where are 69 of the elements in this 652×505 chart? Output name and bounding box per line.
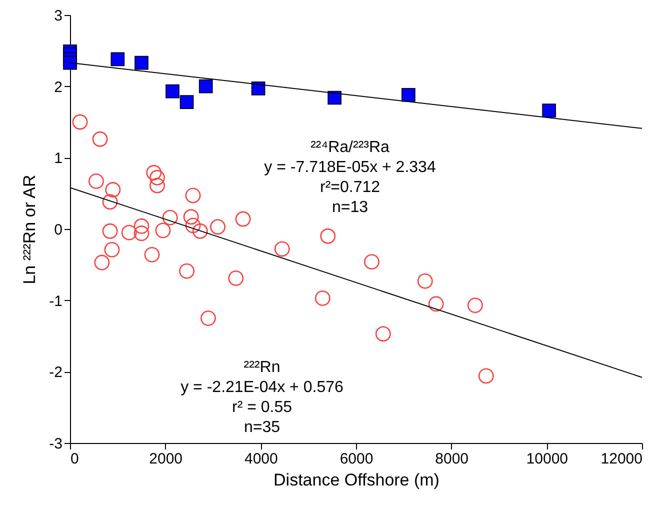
annotation: r²=0.712 (320, 179, 380, 196)
annotation: n=35 (244, 419, 280, 436)
annotation: n=13 (332, 199, 368, 216)
point (134, 226, 150, 241)
point (102, 194, 118, 210)
point (179, 263, 195, 279)
point (134, 218, 150, 234)
point (144, 246, 160, 262)
point (102, 223, 118, 239)
point (185, 188, 201, 204)
point (146, 164, 162, 180)
point (228, 270, 244, 286)
point (320, 228, 336, 244)
point (274, 241, 290, 257)
point (72, 114, 88, 130)
point (180, 95, 194, 109)
y-tick-label: 1 (54, 150, 62, 168)
annotation: ²²⁴Ra/²²³Ra (310, 139, 390, 156)
point (162, 210, 178, 226)
point (104, 242, 120, 258)
point (192, 223, 208, 239)
point (417, 273, 433, 289)
point (185, 218, 201, 234)
annotation: r² = 0.55 (232, 399, 292, 416)
annotation: ²²²Rn (244, 359, 280, 376)
point (542, 104, 556, 118)
point (94, 254, 110, 270)
point (134, 56, 148, 70)
point (210, 219, 226, 235)
point (251, 82, 266, 96)
point (375, 326, 391, 342)
point (183, 209, 199, 225)
y-tick-label: 3 (54, 8, 62, 24)
point (155, 222, 171, 238)
point (478, 368, 494, 384)
y-tick-label: 0 (54, 222, 62, 238)
point (88, 174, 104, 189)
x-tick-label: 8000 (435, 450, 469, 468)
point (110, 52, 125, 66)
point (105, 182, 121, 198)
annotation: y = -2.21E-04x + 0.576 (180, 379, 344, 396)
point (235, 211, 251, 227)
y-tick-label: 2 (54, 78, 62, 96)
point (92, 131, 108, 147)
point (428, 296, 444, 312)
y-tick-label: -2 (49, 364, 62, 382)
point (467, 298, 483, 314)
point (314, 290, 330, 306)
point (150, 178, 165, 194)
x-tick-label: 2000 (149, 450, 183, 468)
x-tick-label: 10000 (526, 450, 568, 468)
y-tick-label: -3 (49, 436, 62, 452)
point (200, 310, 216, 326)
y-axis-title: Ln ²²²Rn or AR (20, 174, 40, 284)
x-tick-label: 0 (70, 450, 79, 468)
point (150, 170, 165, 186)
x-axis-title: Distance Offshore (m) (274, 470, 440, 490)
point (63, 56, 77, 70)
x-tick-label: 6000 (340, 450, 374, 468)
point (121, 224, 137, 240)
x-tick-label: 4000 (244, 450, 278, 468)
y-tick-label: -1 (49, 292, 62, 310)
point (402, 88, 416, 102)
point (166, 84, 180, 98)
point (198, 79, 213, 94)
point (328, 90, 342, 105)
point (364, 254, 380, 270)
x-tick-label: 12000 (600, 450, 642, 468)
annotation: y = -7.718E-05x + 2.334 (264, 159, 436, 176)
